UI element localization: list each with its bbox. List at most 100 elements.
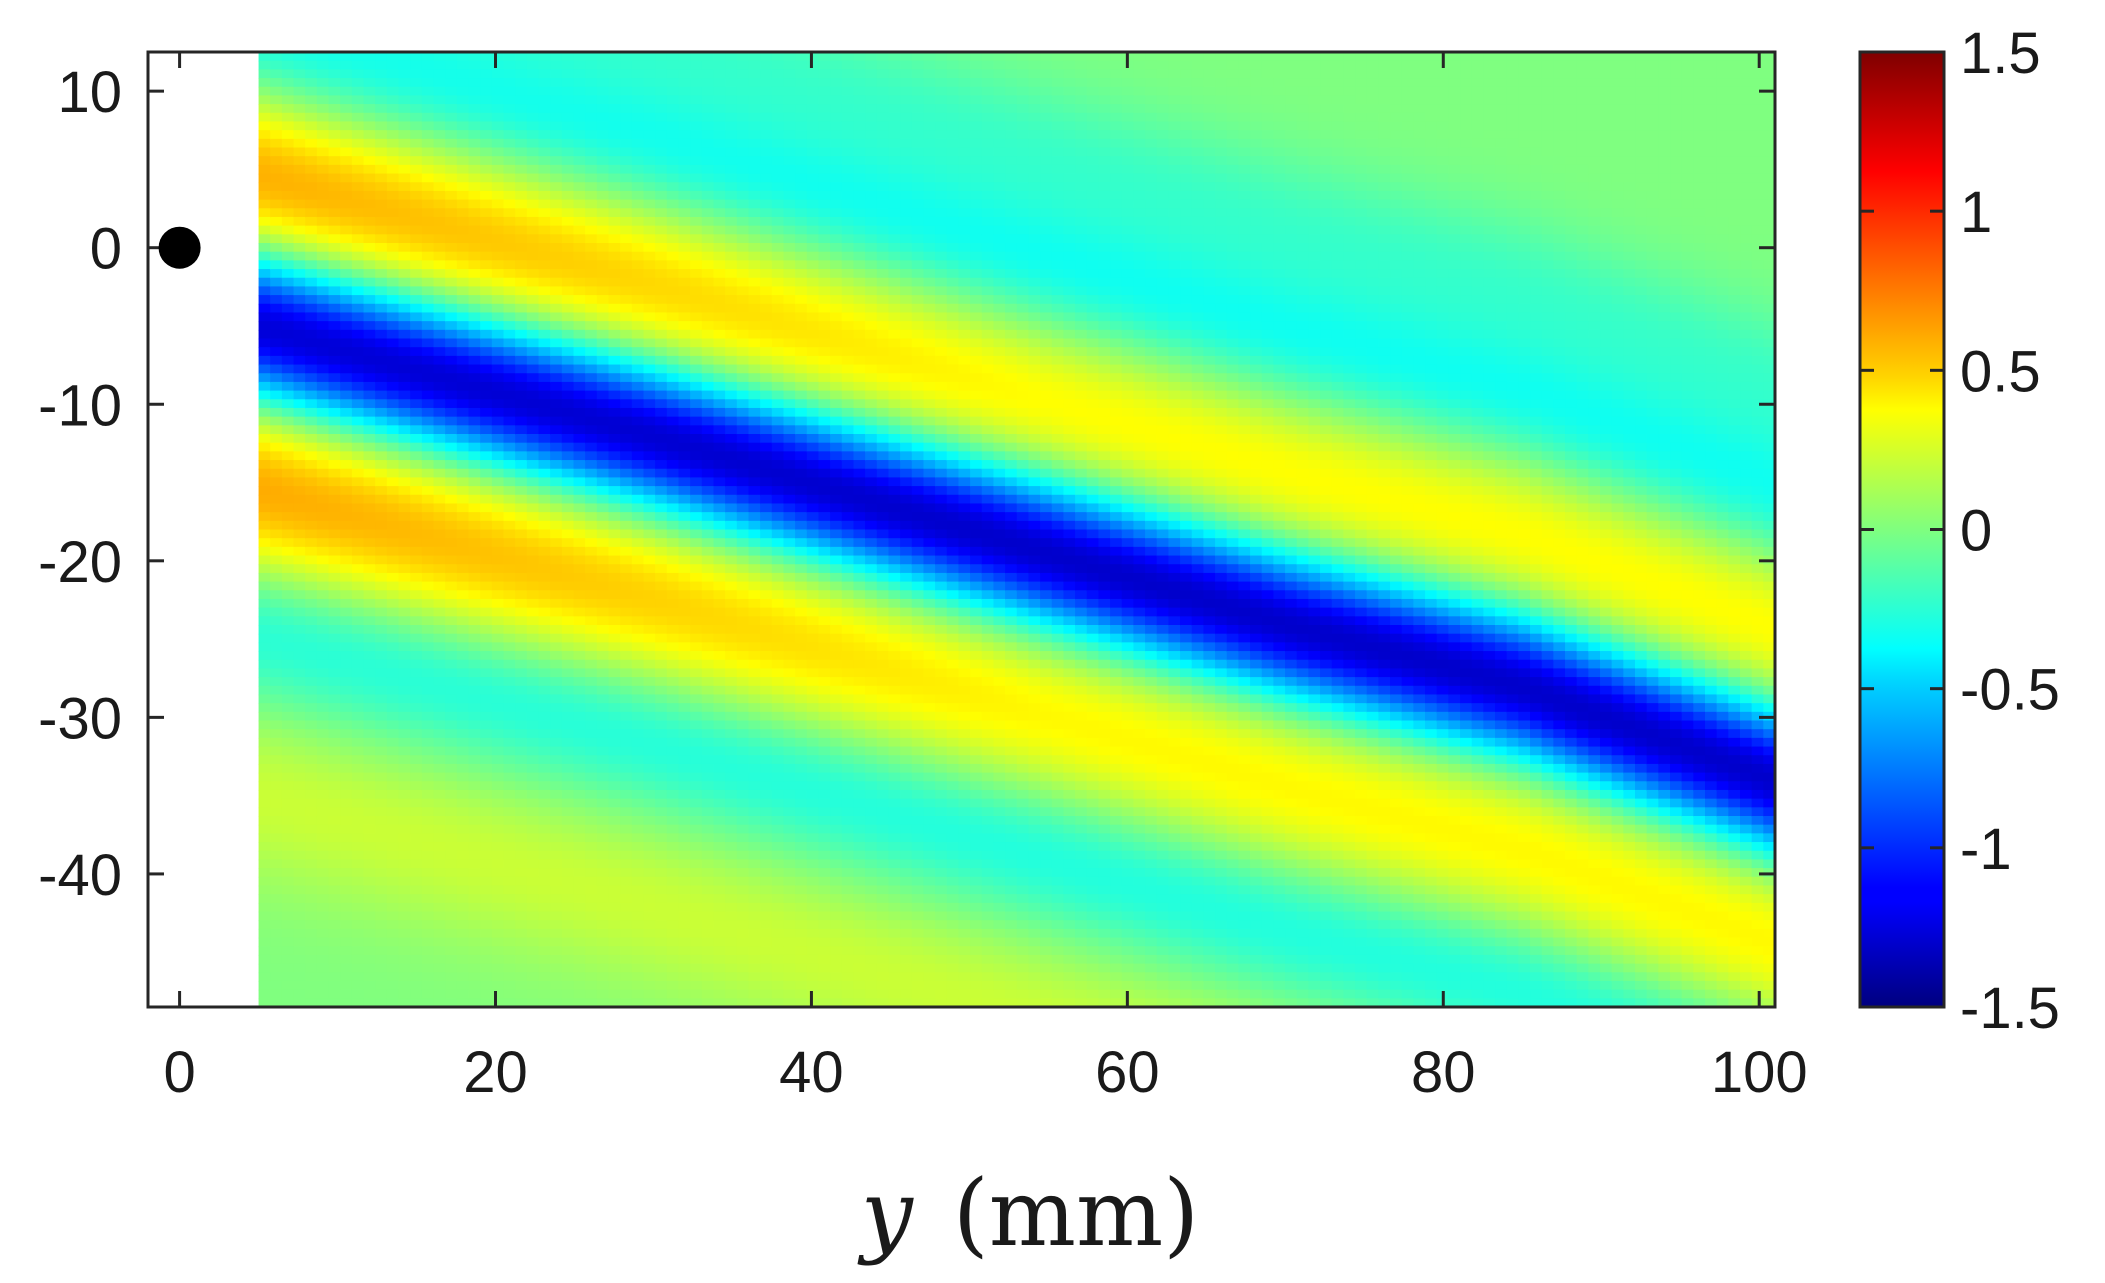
heatmap-cell [620, 399, 633, 409]
heatmap-cell [305, 329, 318, 340]
heatmap-cell [713, 251, 727, 262]
heatmap-cell [608, 486, 622, 496]
heatmap-cell [596, 329, 610, 340]
heatmap-cell [375, 842, 388, 852]
heatmap-cell [421, 364, 435, 375]
heatmap-cell [491, 52, 505, 62]
heatmap-cell [270, 277, 283, 288]
heatmap-cell [386, 138, 400, 149]
heatmap-cell [433, 52, 447, 62]
heatmap-cell [410, 86, 423, 97]
heatmap-cell [328, 225, 342, 236]
heatmap-cell [363, 868, 377, 878]
heatmap-cell [433, 529, 447, 540]
heatmap-cell [398, 52, 412, 62]
heatmap-cell [771, 625, 785, 635]
heatmap-cell [760, 885, 773, 896]
heatmap-cell [678, 564, 692, 574]
heatmap-cell [375, 529, 388, 540]
heatmap-cell [678, 972, 692, 982]
heatmap-cell [538, 112, 552, 123]
heatmap-cell [748, 607, 762, 618]
heatmap-cell [713, 729, 727, 739]
heatmap-cell [328, 86, 342, 97]
heatmap-cell [713, 616, 727, 626]
heatmap-cell [631, 963, 645, 974]
heatmap-cell [736, 208, 750, 218]
heatmap-cell [643, 590, 657, 600]
heatmap-cell [491, 763, 505, 774]
heatmap-cell [375, 980, 388, 991]
heatmap-cell [550, 946, 563, 956]
heatmap-cell [678, 998, 692, 1007]
heatmap-cell [666, 451, 680, 462]
heatmap-cell [503, 763, 517, 774]
heatmap-cell [690, 598, 703, 609]
heatmap-cell [328, 182, 342, 192]
heatmap-cell [305, 894, 318, 904]
heatmap-cell [690, 980, 703, 991]
heatmap-cell [503, 737, 517, 748]
heatmap-cell [643, 442, 657, 453]
heatmap-cell [538, 434, 552, 444]
heatmap-cell [480, 998, 493, 1007]
heatmap-cell [293, 460, 307, 470]
heatmap-cell [573, 321, 587, 331]
heatmap-cell [515, 720, 528, 731]
heatmap-cell [433, 86, 447, 97]
heatmap-cell [363, 538, 377, 548]
heatmap-cell [410, 789, 423, 800]
heatmap-cell [316, 720, 330, 731]
heatmap-cell [305, 442, 318, 453]
heatmap-cell [410, 234, 423, 244]
heatmap-cell [585, 711, 598, 722]
heatmap-cell [503, 616, 517, 626]
heatmap-cell [526, 625, 540, 635]
heatmap-cell [690, 390, 703, 401]
heatmap-cell [258, 407, 272, 418]
heatmap-cell [328, 850, 342, 861]
heatmap-cell [316, 642, 330, 653]
heatmap-cell [410, 173, 423, 184]
heatmap-cell [316, 164, 330, 175]
heatmap-cell [410, 112, 423, 123]
heatmap-cell [305, 52, 318, 62]
heatmap-cell [690, 147, 703, 158]
heatmap-cell [620, 972, 633, 982]
heatmap-cell [585, 208, 598, 218]
heatmap-cell [328, 729, 342, 739]
heatmap-cell [736, 477, 750, 488]
heatmap-cell [631, 720, 645, 731]
heatmap-cell [375, 590, 388, 600]
heatmap-cell [526, 199, 540, 210]
heatmap-cell [725, 329, 738, 340]
heatmap-cell [748, 86, 762, 97]
heatmap-cell [270, 243, 283, 253]
heatmap-cell [421, 260, 435, 271]
heatmap-cell [456, 494, 470, 505]
heatmap-cell [701, 755, 715, 765]
heatmap-cell [736, 885, 750, 896]
heatmap-cell [445, 182, 458, 192]
heatmap-cell [480, 625, 493, 635]
heatmap-cell [305, 885, 318, 896]
heatmap-cell [725, 234, 738, 244]
heatmap-cell [608, 112, 622, 123]
heatmap-cell [585, 347, 598, 357]
heatmap-cell [713, 69, 727, 80]
heatmap-cell [678, 633, 692, 644]
heatmap-cell [783, 416, 797, 427]
heatmap-cell [701, 460, 715, 470]
heatmap-cell [678, 720, 692, 731]
heatmap-cell [620, 911, 633, 922]
heatmap-cell [351, 173, 365, 184]
heatmap-cell [655, 130, 668, 140]
heatmap-cell [386, 529, 400, 540]
heatmap-cell [701, 156, 715, 166]
heatmap-cell [573, 902, 587, 913]
heatmap-cell [270, 416, 283, 427]
heatmap-cell [725, 460, 738, 470]
heatmap-cell [468, 52, 482, 62]
heatmap-cell [316, 182, 330, 192]
heatmap-cell [305, 868, 318, 878]
